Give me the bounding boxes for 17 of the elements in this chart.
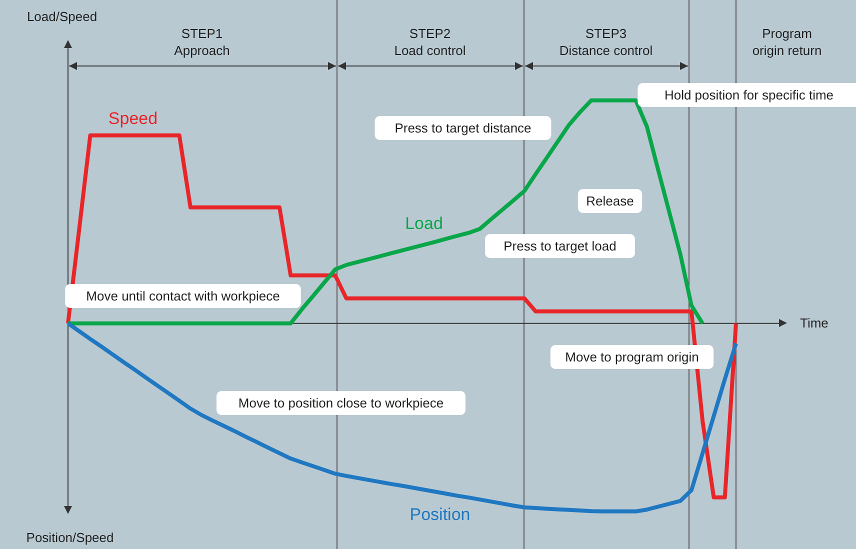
series-label: Speed: [108, 109, 158, 128]
series-label: Position: [410, 505, 470, 524]
text: Position/Speed: [26, 530, 114, 545]
text: STEP2 Load control: [394, 26, 466, 58]
x-axis-title: Time: [800, 315, 828, 330]
series-label: Load: [405, 214, 443, 233]
annotation: Press to target load: [504, 238, 616, 254]
annotation: Move to position close to workpiece: [238, 396, 444, 410]
text: STEP3 Distance control: [559, 26, 653, 58]
text: Program origin return: [752, 26, 822, 58]
annotation: Move until contact with workpiece: [86, 288, 280, 304]
annotation: Press to target distance: [394, 120, 532, 136]
text: STEP1 Approach: [174, 26, 230, 58]
text: Load/Speed: [26, 9, 98, 24]
annotation: Hold position for specific time: [664, 88, 834, 102]
annotation: Release: [586, 194, 634, 208]
annotation: Move to program origin: [565, 350, 699, 364]
